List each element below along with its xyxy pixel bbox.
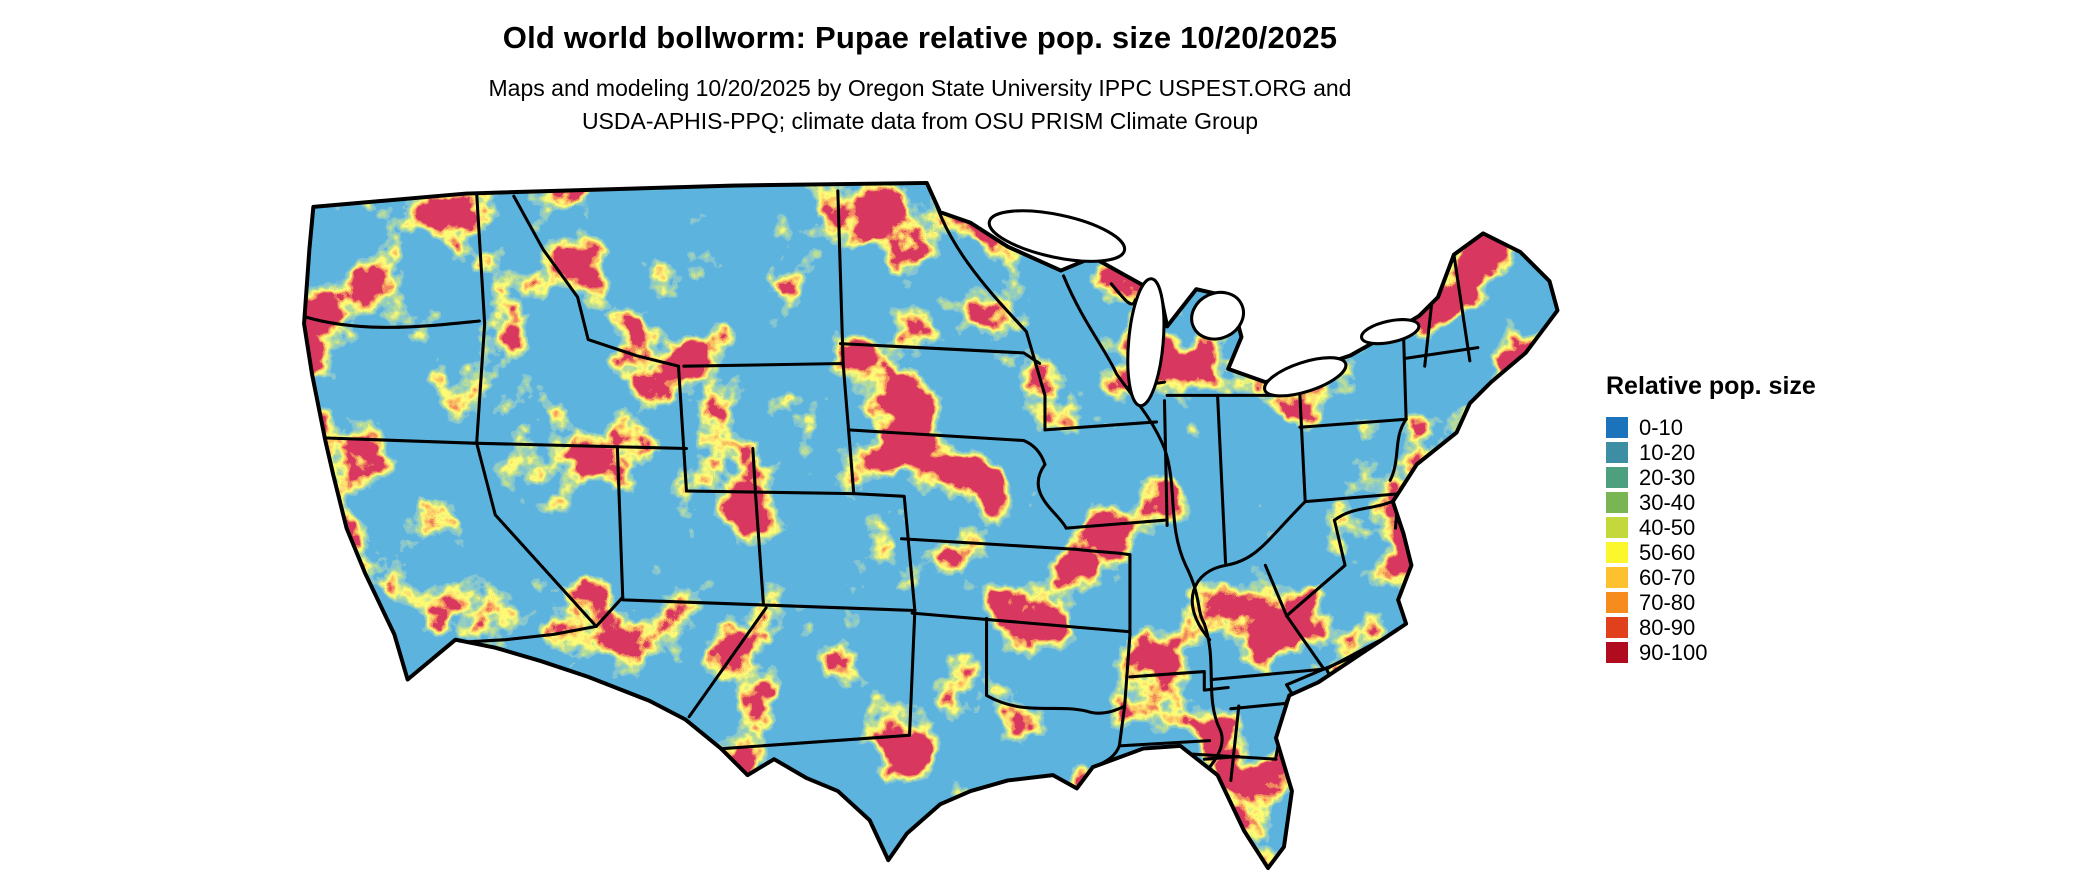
legend-swatch (1606, 492, 1628, 513)
lake-superior (987, 209, 1127, 263)
legend-swatch (1606, 517, 1628, 538)
map-subtitle: Maps and modeling 10/20/2025 by Oregon S… (0, 72, 1840, 138)
legend-swatch (1606, 417, 1628, 438)
map-title: Old world bollworm: Pupae relative pop. … (502, 20, 1338, 55)
legend-label: 80-90 (1639, 615, 1696, 640)
legend-swatch (1606, 617, 1628, 638)
legend-row: 0-10 (1606, 415, 1906, 440)
legend-row: 60-70 (1606, 565, 1906, 590)
legend-label: 0-10 (1639, 415, 1684, 440)
legend-swatch (1606, 567, 1628, 588)
title-block: Old world bollworm: Pupae relative pop. … (0, 20, 1840, 138)
legend-label: 90-100 (1639, 640, 1708, 665)
lake-ontario (1360, 318, 1421, 346)
legend-swatch (1606, 542, 1628, 563)
lake-erie (1263, 356, 1348, 398)
legend-label: 20-30 (1639, 465, 1696, 490)
legend-title: Relative pop. size (1606, 372, 1816, 400)
us-map-svg (302, 180, 1560, 871)
map-subtitle-line2: USDA-APHIS-PPQ; climate data from OSU PR… (581, 108, 1259, 134)
legend-row: 10-20 (1606, 440, 1906, 465)
legend-row: 80-90 (1606, 615, 1906, 640)
legend-label: 40-50 (1639, 515, 1696, 540)
legend-entries: 0-10 10-20 20-30 30-40 40-50 50-60 60-70 70-80 8… (1606, 415, 1906, 665)
legend-label: 30-40 (1639, 490, 1696, 515)
great-lakes (987, 209, 1421, 408)
legend-label: 50-60 (1639, 540, 1696, 565)
legend-swatch (1606, 467, 1628, 488)
us-map (275, 167, 1560, 884)
legend-row: 70-80 (1606, 590, 1906, 615)
legend: Relative pop. size 0-10 10-20 20-30 30-40 40… (1606, 372, 1906, 665)
legend-label: 70-80 (1639, 590, 1696, 615)
legend-swatch (1606, 642, 1628, 663)
lake-michigan (1126, 277, 1166, 408)
map-subtitle-line1: Maps and modeling 10/20/2025 by Oregon S… (488, 75, 1352, 101)
lake-huron (1190, 290, 1245, 341)
legend-row: 30-40 (1606, 490, 1906, 515)
legend-label: 10-20 (1639, 440, 1696, 465)
legend-label: 60-70 (1639, 565, 1696, 590)
legend-row: 40-50 (1606, 515, 1906, 540)
legend-swatch (1606, 592, 1628, 613)
legend-row: 90-100 (1606, 640, 1906, 665)
legend-swatch (1606, 442, 1628, 463)
map-raster (304, 182, 1558, 869)
legend-row: 20-30 (1606, 465, 1906, 490)
legend-row: 50-60 (1606, 540, 1906, 565)
